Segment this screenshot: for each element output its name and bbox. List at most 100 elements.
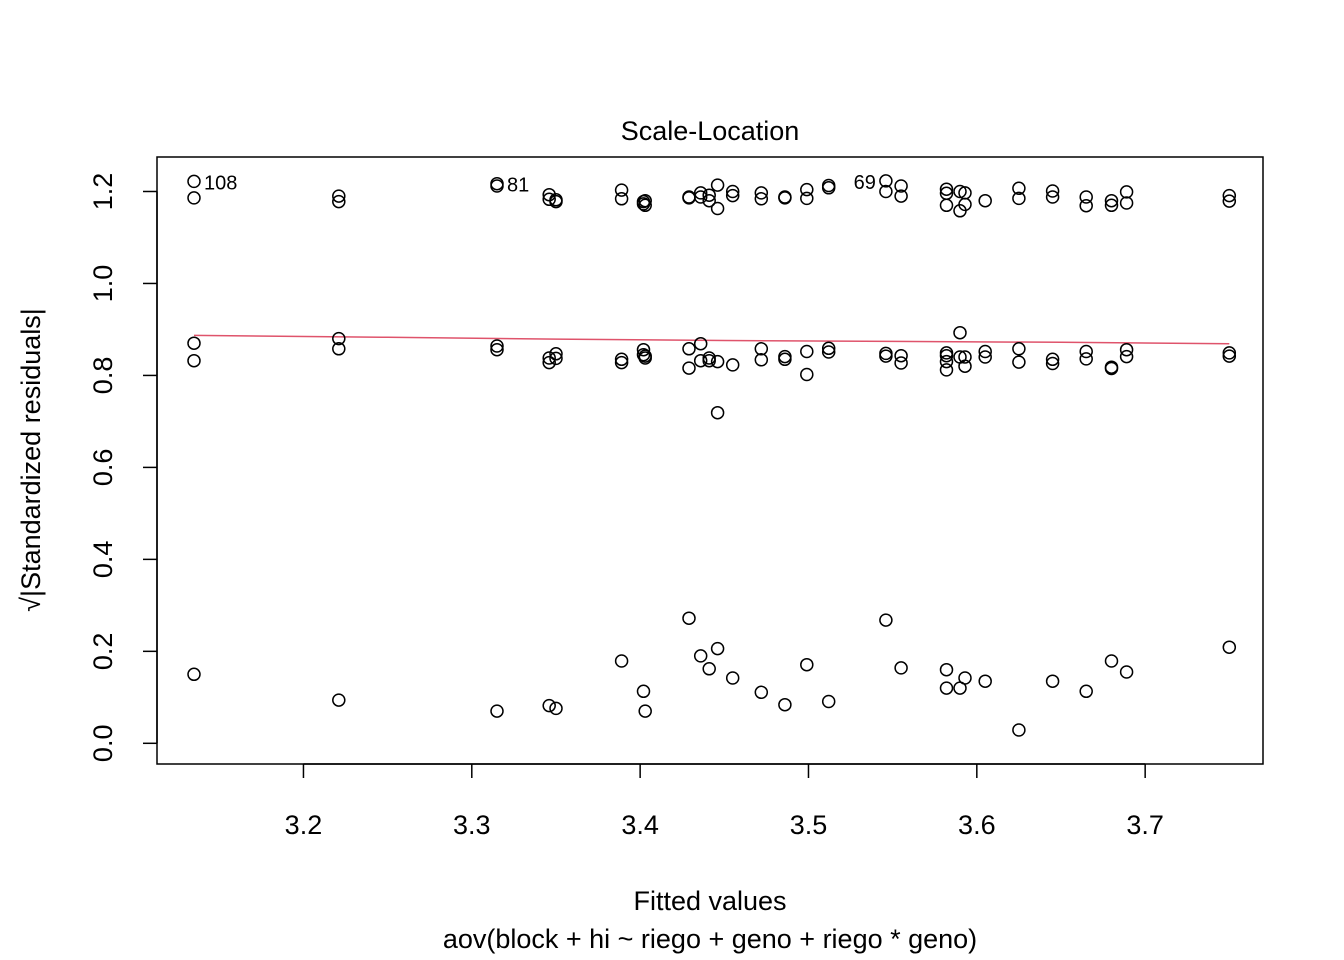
data-point xyxy=(1012,181,1026,196)
data-point xyxy=(978,350,992,364)
point-labels: 108 81 69 xyxy=(204,172,876,197)
data-point xyxy=(187,174,201,189)
data-point xyxy=(682,611,696,625)
point-label: 108 xyxy=(204,172,237,194)
x-axis: 3.2 3.3 3.4 3.5 3.6 3.7 xyxy=(285,763,1164,840)
x-axis-label: Fitted values xyxy=(633,886,786,916)
data-point xyxy=(1222,188,1237,203)
x-tick-label: 3.6 xyxy=(958,810,996,840)
data-point xyxy=(821,345,836,359)
data-point xyxy=(187,191,201,205)
plot-frame xyxy=(156,156,1264,765)
data-point xyxy=(754,353,769,367)
data-point xyxy=(636,684,651,699)
data-point xyxy=(978,344,992,359)
data-point xyxy=(682,191,696,205)
data-point xyxy=(725,671,740,685)
data-point xyxy=(332,194,346,209)
data-point xyxy=(958,359,972,373)
data-point xyxy=(636,342,651,357)
data-point xyxy=(1012,355,1026,369)
data-point xyxy=(549,194,563,209)
data-point xyxy=(778,352,792,367)
data-point xyxy=(958,197,972,212)
data-point xyxy=(958,350,972,364)
data-point xyxy=(939,662,954,677)
data-point xyxy=(1119,196,1134,210)
data-point xyxy=(490,339,504,353)
data-point xyxy=(638,704,652,718)
data-point xyxy=(879,184,893,199)
data-point xyxy=(894,179,908,193)
data-point xyxy=(490,342,504,357)
data-point xyxy=(879,613,893,627)
data-point xyxy=(682,342,696,356)
data-point xyxy=(953,325,967,340)
data-point xyxy=(542,187,556,202)
data-point xyxy=(1222,640,1237,654)
data-point xyxy=(614,355,629,370)
data-point xyxy=(754,685,769,700)
data-point xyxy=(710,354,725,369)
data-point xyxy=(549,701,563,716)
data-point xyxy=(490,179,504,193)
y-tick-label: 0.2 xyxy=(88,633,118,671)
y-axis-label-text: |Standardized residuals| xyxy=(16,308,46,597)
data-point xyxy=(1045,356,1060,371)
data-point xyxy=(710,405,725,420)
x-tick-label: 3.2 xyxy=(285,810,323,840)
data-points xyxy=(187,174,1237,737)
data-point xyxy=(879,346,893,361)
data-point xyxy=(978,193,992,208)
y-tick-label: 0.4 xyxy=(88,541,118,579)
data-point xyxy=(710,178,725,192)
point-label: 69 xyxy=(854,172,876,194)
data-point xyxy=(1045,190,1060,204)
data-point xyxy=(800,344,814,359)
data-point xyxy=(754,186,769,200)
data-point xyxy=(614,654,629,668)
data-point xyxy=(682,361,696,375)
data-point xyxy=(710,201,725,216)
data-point xyxy=(879,174,893,188)
x-tick-label: 3.3 xyxy=(453,810,491,840)
data-point xyxy=(978,674,992,688)
data-point xyxy=(879,349,893,363)
data-point xyxy=(958,671,972,685)
data-point xyxy=(332,189,346,203)
data-point xyxy=(821,341,836,356)
data-point xyxy=(1104,654,1119,668)
data-point xyxy=(702,188,716,202)
data-point xyxy=(1012,342,1026,356)
point-label: 81 xyxy=(507,175,529,197)
data-point xyxy=(638,198,652,213)
data-point xyxy=(693,186,708,200)
data-point xyxy=(800,191,814,206)
data-point xyxy=(778,697,792,712)
data-point xyxy=(1119,665,1134,679)
data-point xyxy=(490,704,504,718)
x-tick-label: 3.4 xyxy=(621,810,659,840)
data-point xyxy=(800,657,814,672)
data-point xyxy=(638,351,652,365)
data-point xyxy=(1104,361,1119,376)
y-axis-label: √|Standardized residuals| xyxy=(16,308,46,612)
sqrt-symbol: √ xyxy=(16,597,46,612)
x-tick-label: 3.7 xyxy=(1126,810,1164,840)
data-point xyxy=(1012,723,1026,737)
data-point xyxy=(702,193,716,208)
data-point xyxy=(754,342,769,356)
data-point xyxy=(1104,193,1119,208)
data-point xyxy=(542,355,556,370)
data-point xyxy=(1222,349,1237,363)
y-axis: 0.0 0.2 0.4 0.6 0.8 1.0 1.2 xyxy=(88,173,158,762)
data-point xyxy=(549,351,563,366)
data-point xyxy=(549,347,563,361)
data-point xyxy=(1045,352,1060,367)
x-tick-label: 3.5 xyxy=(790,810,828,840)
data-point xyxy=(894,189,908,203)
data-point xyxy=(1119,185,1134,199)
data-point xyxy=(638,193,652,208)
data-point xyxy=(1222,194,1237,208)
data-point xyxy=(939,363,954,377)
